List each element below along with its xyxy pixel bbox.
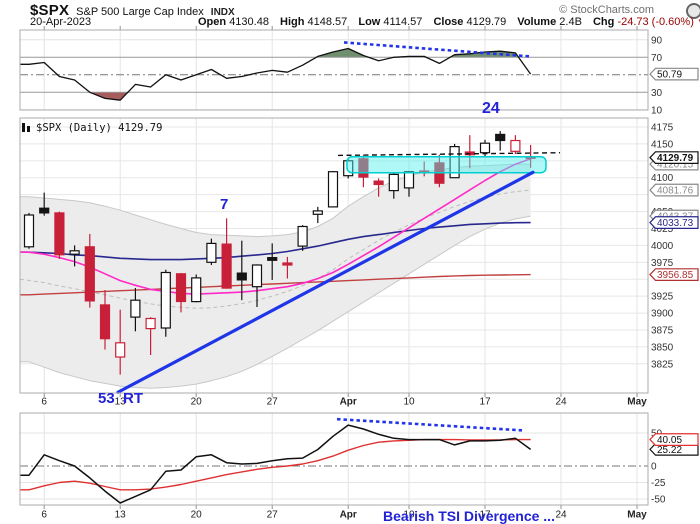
svg-text:30: 30 [651, 88, 663, 99]
low-label: Low [358, 16, 381, 28]
svg-text:50.79: 50.79 [657, 70, 682, 81]
svg-text:70: 70 [651, 53, 663, 64]
svg-text:90: 90 [651, 35, 663, 46]
annotation-count-24: 24 [482, 100, 500, 117]
tsi-note-line1: Bearish TSI Divergence ... [383, 508, 555, 524]
svg-text:13: 13 [115, 510, 127, 521]
chart-title: $SPX (Daily) 4129.79 [22, 122, 162, 135]
close-value: 4129.79 [466, 16, 507, 28]
annotation-tsi-note: Bearish TSI Divergence ... into Bearish … [383, 476, 555, 524]
svg-text:4033.73: 4033.73 [657, 218, 694, 229]
svg-text:24: 24 [555, 510, 567, 521]
chart-icon [22, 123, 32, 135]
svg-text:Apr: Apr [340, 397, 357, 408]
svg-text:4081.76: 4081.76 [657, 186, 694, 197]
quote-date: 20-Apr-2023 [30, 16, 92, 28]
svg-text:17: 17 [479, 510, 491, 521]
svg-text:6: 6 [41, 510, 47, 521]
svg-text:4100: 4100 [651, 173, 674, 184]
svg-text:24: 24 [555, 397, 567, 408]
svg-text:10: 10 [651, 105, 663, 116]
svg-text:4129.79: 4129.79 [657, 153, 694, 164]
branding: © StockCharts.com [559, 4, 654, 16]
chart-title-text: $SPX (Daily) 4129.79 [36, 122, 163, 134]
quote-bar: Open 4130.48 High 4148.57 Low 4114.57 Cl… [190, 16, 700, 28]
svg-text:13: 13 [115, 397, 127, 408]
svg-text:3975: 3975 [651, 258, 674, 269]
chg-value: -24.73 (-0.60%) [617, 16, 694, 28]
svg-text:-25: -25 [651, 478, 666, 489]
annotation-53-rt: 53 RT [98, 390, 144, 407]
svg-text:20: 20 [191, 397, 203, 408]
chg-label: Chg [592, 16, 615, 28]
svg-text:Apr: Apr [340, 510, 357, 521]
svg-text:4150: 4150 [651, 139, 674, 150]
svg-text:3925: 3925 [651, 292, 674, 303]
low-value: 4114.57 [383, 16, 423, 28]
svg-text:-50: -50 [651, 495, 666, 506]
svg-text:4175: 4175 [651, 123, 674, 134]
volume-value: 2.4B [559, 16, 582, 28]
high-label: High [280, 16, 305, 28]
svg-text:3956.85: 3956.85 [657, 270, 694, 281]
svg-text:0: 0 [651, 462, 657, 473]
svg-text:10: 10 [403, 510, 415, 521]
close-label: Close [433, 16, 464, 28]
open-value: 4130.48 [229, 16, 269, 28]
svg-text:17: 17 [479, 397, 491, 408]
index-name: S&P 500 Large Cap Index [76, 6, 204, 18]
svg-text:3825: 3825 [651, 359, 674, 370]
svg-text:40.05: 40.05 [657, 435, 682, 446]
svg-text:6: 6 [41, 397, 47, 408]
svg-text:25.22: 25.22 [657, 445, 682, 456]
exchange: INDX [210, 7, 235, 18]
down-triangle-icon: ▼ [697, 17, 700, 26]
svg-text:May: May [627, 510, 647, 521]
svg-text:27: 27 [267, 510, 279, 521]
annotation-count-7: 7 [220, 196, 229, 213]
help-icon[interactable] [686, 3, 700, 19]
svg-text:27: 27 [267, 397, 279, 408]
header-line1: $SPX S&P 500 Large Cap Index INDX [30, 2, 235, 20]
svg-text:3850: 3850 [651, 342, 674, 353]
open-label: Open [198, 16, 227, 28]
svg-text:4120.15: 4120.15 [657, 160, 694, 171]
svg-text:3900: 3900 [651, 309, 674, 320]
svg-text:4025: 4025 [651, 224, 674, 235]
svg-text:4000: 4000 [651, 241, 674, 252]
svg-text:May: May [627, 397, 647, 408]
volume-label: Volume [517, 16, 557, 28]
svg-text:20: 20 [191, 510, 203, 521]
symbol: $SPX [30, 2, 70, 19]
svg-text:3875: 3875 [651, 325, 674, 336]
high-value: 4148.57 [307, 16, 348, 28]
svg-text:10: 10 [403, 397, 415, 408]
